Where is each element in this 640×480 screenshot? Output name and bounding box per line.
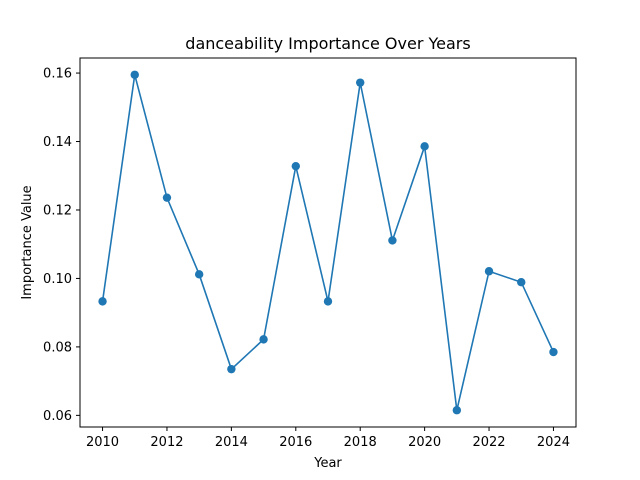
data-point: [98, 297, 107, 306]
axis-ticks: 2010 2012 2014 2016 2018 2020 2022 2024 0.06 0.08…: [43, 67, 570, 450]
y-tick-label: 0.14: [43, 135, 72, 150]
x-tick-label: 2016: [279, 435, 312, 450]
x-tick-label: 2022: [472, 435, 505, 450]
data-point: [517, 278, 526, 287]
y-tick-label: 0.16: [43, 67, 72, 82]
x-tick-label: 2014: [215, 435, 248, 450]
chart-title: danceability Importance Over Years: [185, 34, 470, 53]
y-tick-label: 0.08: [43, 340, 72, 355]
x-tick-label: 2024: [537, 435, 570, 450]
data-point: [323, 297, 333, 306]
data-point: [227, 364, 236, 374]
x-tick-label: 2010: [86, 435, 119, 450]
data-point: [484, 267, 494, 276]
data-point: [549, 347, 558, 357]
data-point: [420, 142, 429, 151]
y-axis-label: Importance Value: [20, 185, 35, 299]
plot-frame: [79, 57, 577, 428]
data-point: [130, 70, 139, 79]
data-point: [162, 193, 172, 202]
x-tick-label: 2020: [408, 435, 441, 450]
x-tick-label: 2012: [150, 435, 183, 450]
y-tick-label: 0.12: [43, 203, 72, 218]
data-point: [259, 335, 268, 344]
y-tick-label: 0.06: [43, 409, 72, 424]
series-layer: [98, 70, 558, 415]
series-line: [101, 74, 555, 411]
x-axis-label: Year: [313, 456, 342, 471]
x-tick-label: 2018: [344, 435, 377, 450]
data-point: [194, 270, 204, 279]
data-point: [388, 236, 397, 245]
data-point: [291, 161, 300, 171]
data-point: [452, 406, 462, 415]
data-point: [356, 78, 365, 87]
y-tick-label: 0.10: [43, 272, 72, 287]
